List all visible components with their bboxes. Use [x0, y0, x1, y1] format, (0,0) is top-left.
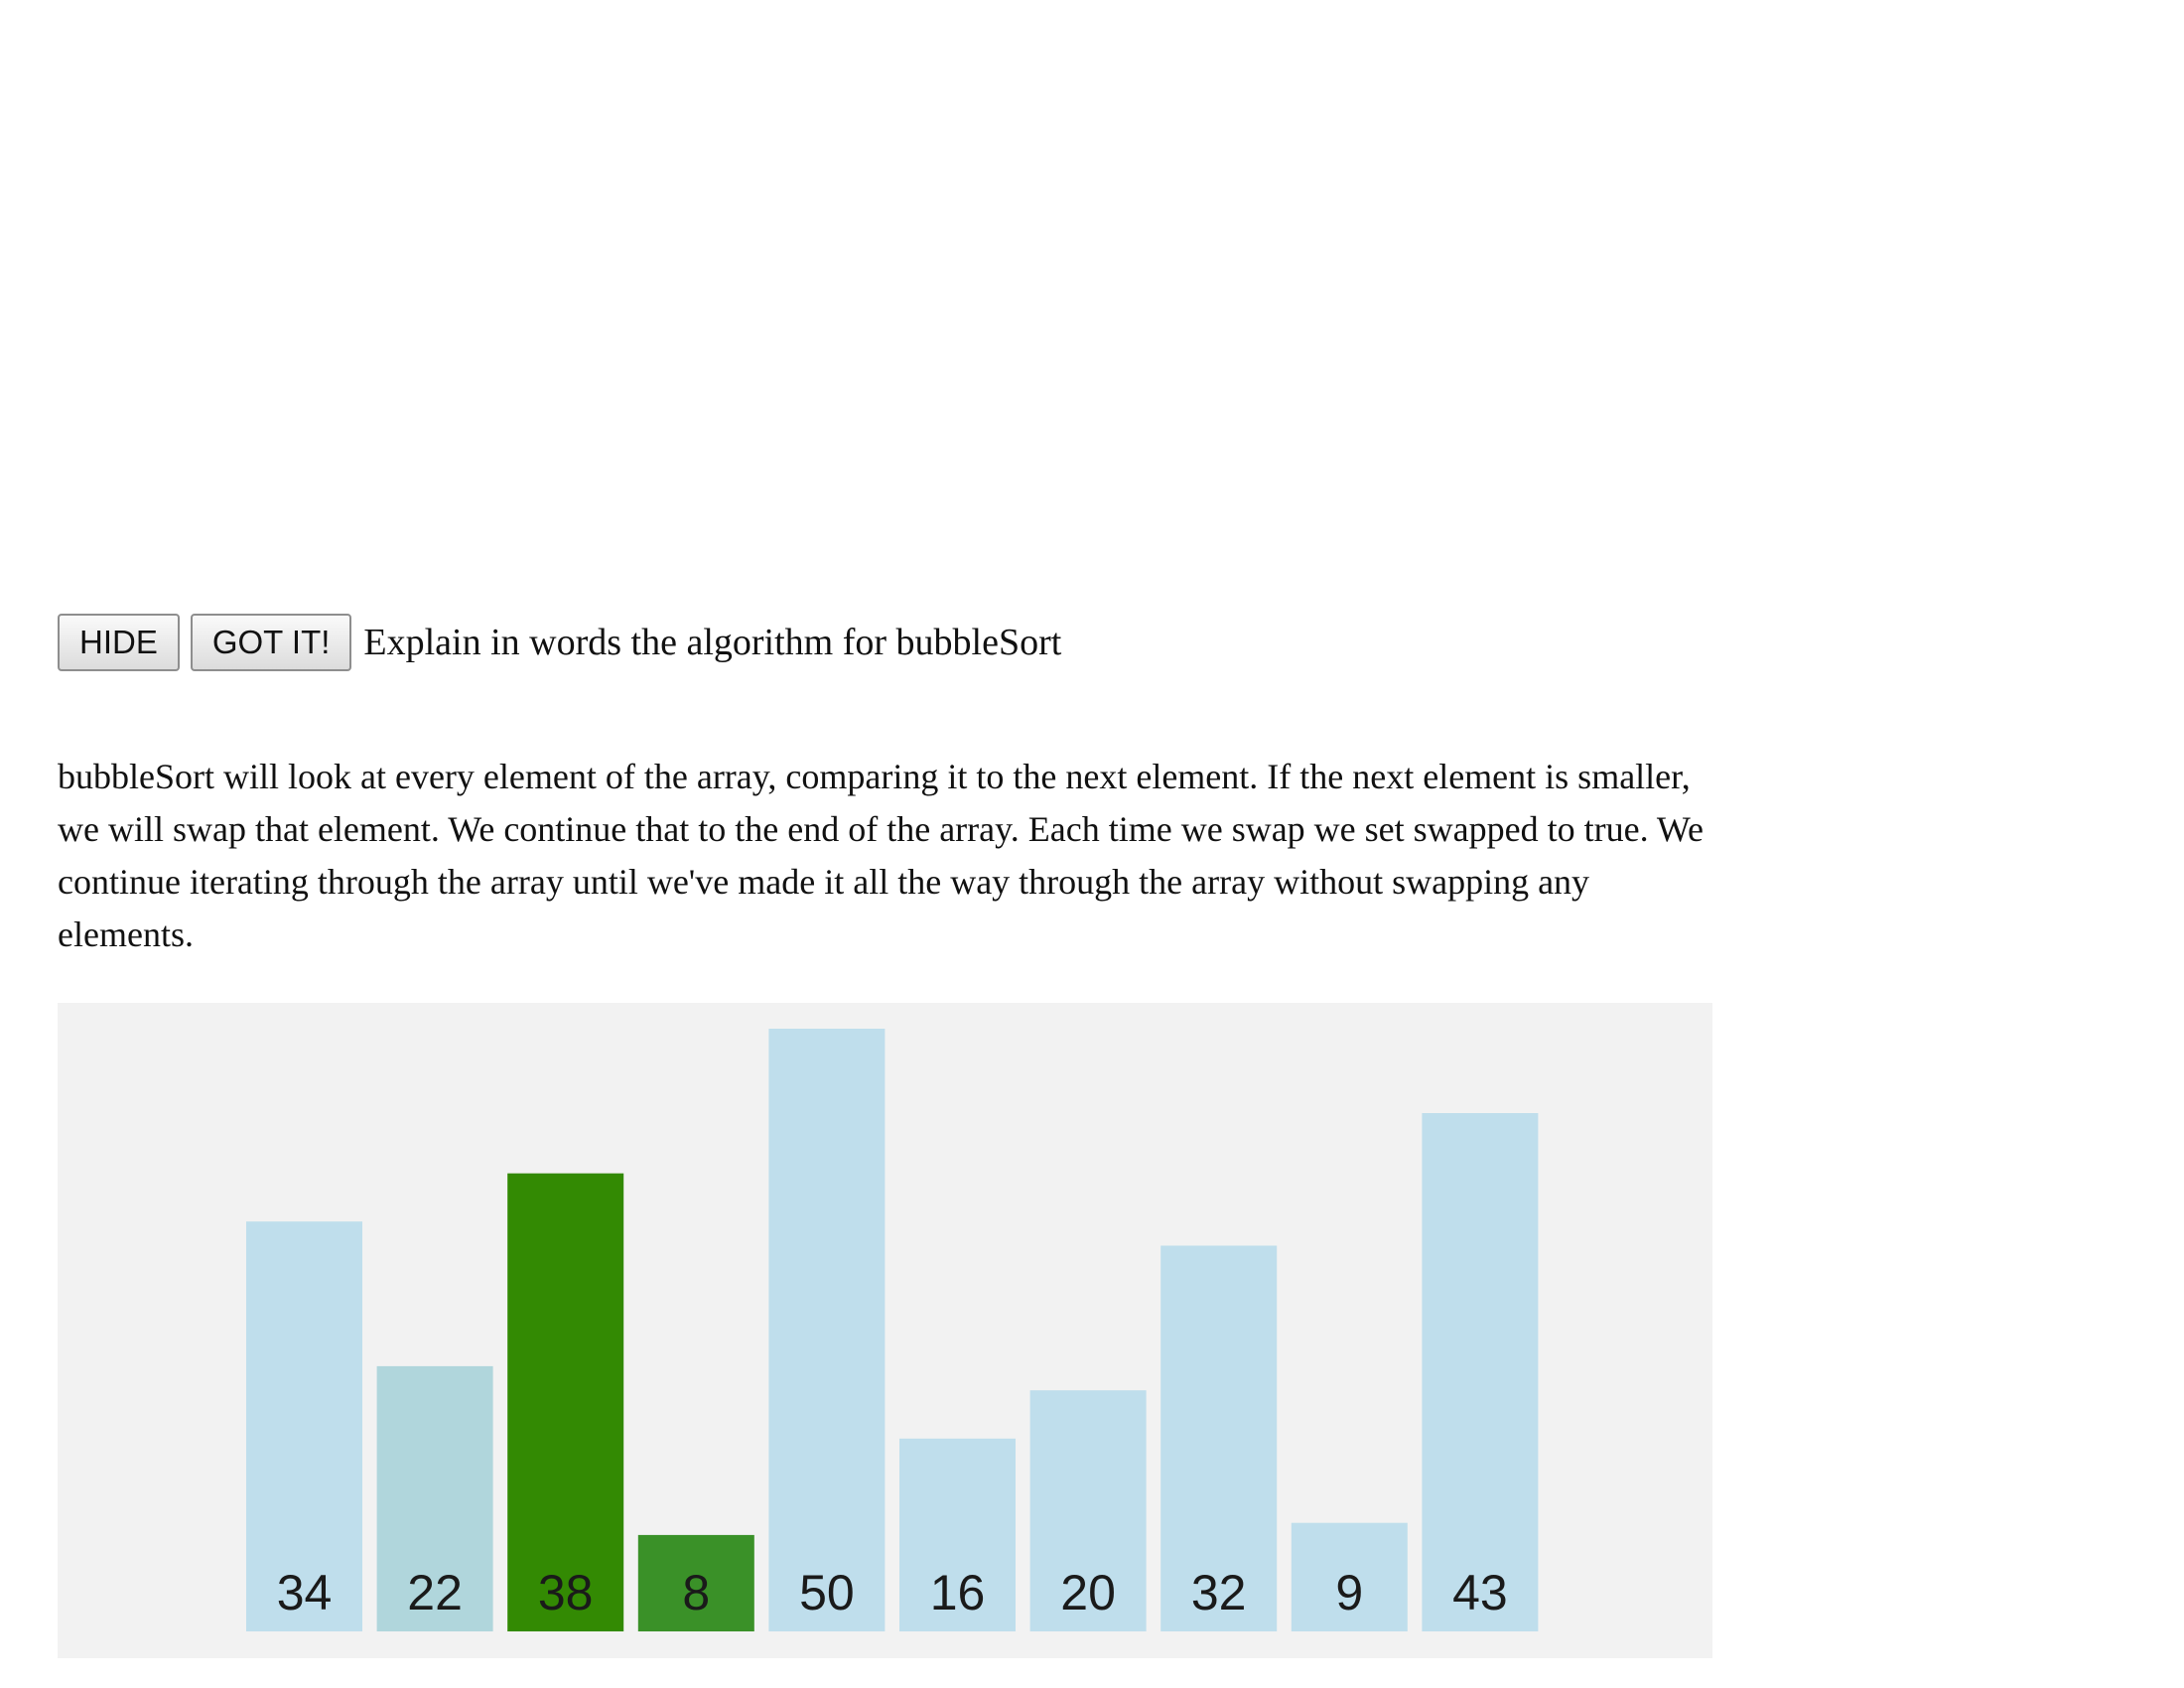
bar-5 — [899, 1438, 1016, 1631]
bar-label-9: 43 — [1452, 1565, 1508, 1620]
bar-label-6: 20 — [1060, 1565, 1116, 1620]
explanation-text: bubbleSort will look at every element of… — [58, 757, 1705, 954]
question-prompt: Explain in words the algorithm for bubbl… — [363, 622, 1062, 663]
bar-label-4: 50 — [799, 1565, 855, 1620]
got-it-button[interactable]: GOT IT! — [190, 614, 352, 671]
bar-label-5: 16 — [930, 1565, 986, 1620]
bar-0 — [246, 1221, 362, 1631]
bar-7 — [1160, 1245, 1278, 1631]
bar-label-7: 32 — [1191, 1565, 1247, 1620]
bar-1 — [376, 1365, 493, 1631]
toolbar: HIDE GOT IT! Explain in words the algori… — [58, 614, 1061, 671]
bar-2 — [507, 1173, 624, 1631]
bar-label-1: 22 — [407, 1565, 463, 1620]
hide-button[interactable]: HIDE — [58, 614, 180, 671]
bar-label-2: 38 — [538, 1565, 594, 1620]
sort-visualization: 34 22 38 8 50 16 20 32 9 43 — [58, 1003, 1712, 1658]
bar-label-8: 9 — [1335, 1565, 1363, 1620]
bar-8 — [1291, 1522, 1408, 1631]
bar-3 — [637, 1534, 754, 1631]
bar-chart: 34 22 38 8 50 16 20 32 9 43 — [246, 1029, 1539, 1631]
bar-label-3: 8 — [682, 1565, 710, 1620]
bar-6 — [1029, 1390, 1147, 1631]
bar-label-0: 34 — [277, 1565, 333, 1620]
bar-9 — [1422, 1113, 1539, 1631]
bar-4 — [768, 1029, 886, 1631]
